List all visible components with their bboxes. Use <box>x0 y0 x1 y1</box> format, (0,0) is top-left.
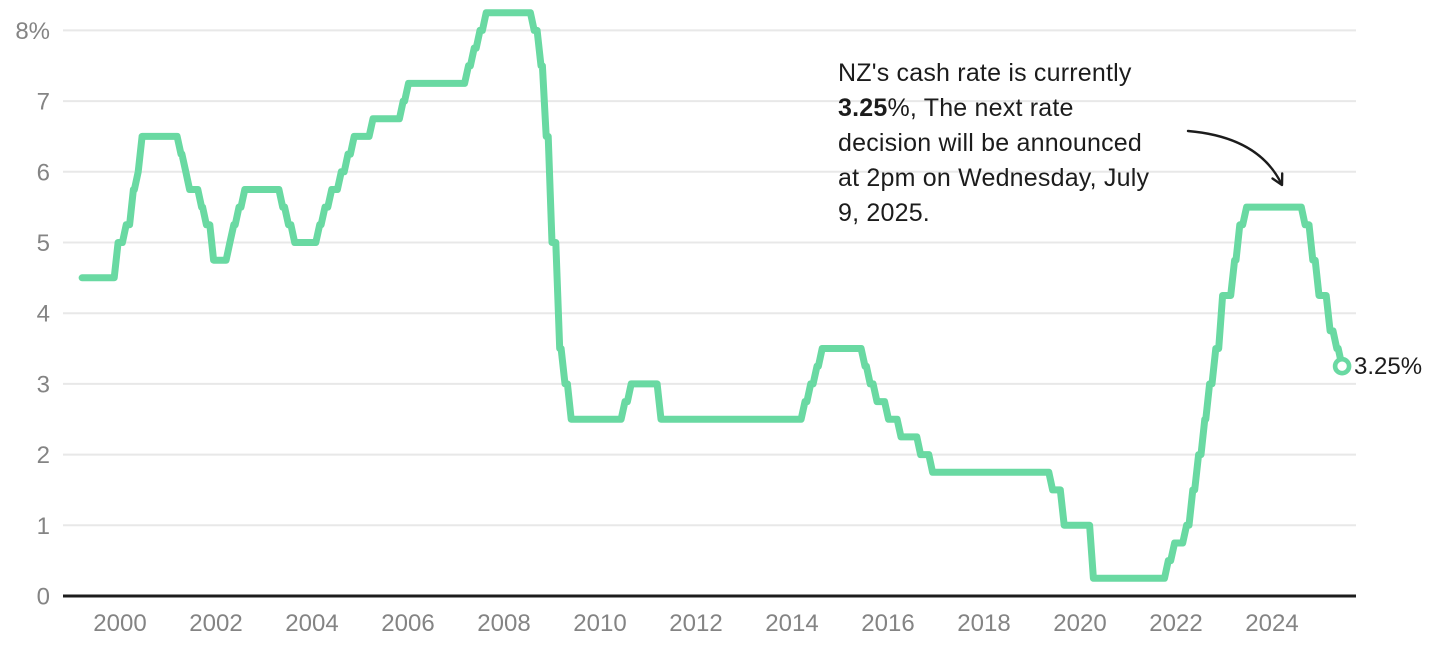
annotation-rate-bold: 3.25 <box>838 94 888 122</box>
y-tick-label: 1 <box>37 513 50 540</box>
x-tick-label: 2014 <box>765 610 818 637</box>
annotation-arrow <box>1186 129 1284 187</box>
annotation-line: 3.25%, The next rate <box>838 94 1074 122</box>
x-tick-label: 2024 <box>1245 610 1298 637</box>
x-tick-label: 2006 <box>381 610 434 637</box>
chart-generated-layer: 8% 7 6 5 4 3 2 1 0 2000 2002 2004 2006 2008 2010 2012 20… <box>15 9 1356 637</box>
y-tick-label: 5 <box>37 230 50 257</box>
annotation-line: decision will be announced <box>838 129 1143 157</box>
x-tick-label: 2020 <box>1053 610 1106 637</box>
x-tick-label: 2022 <box>1149 610 1202 637</box>
y-tick-label: 6 <box>37 159 50 186</box>
y-tick-label: 7 <box>37 89 50 116</box>
y-tick-label: 3 <box>37 371 50 398</box>
rate-annotation: NZ's cash rate is currently 3.25%, The n… <box>838 56 1218 231</box>
x-tick-label: 2012 <box>669 610 722 637</box>
annotation-arrow-shaft <box>1186 129 1283 185</box>
current-rate-label: 3.25% <box>1354 353 1423 380</box>
x-tick-label: 2008 <box>477 610 530 637</box>
y-tick-label: 8% <box>15 18 50 45</box>
x-tick-label: 2000 <box>93 610 146 637</box>
x-tick-label: 2004 <box>285 610 338 637</box>
annotation-arrow-head <box>1271 172 1284 187</box>
x-tick-label: 2016 <box>861 610 914 637</box>
end-marker <box>1332 356 1352 376</box>
x-tick-label: 2018 <box>957 610 1010 637</box>
annotation-line: NZ's cash rate is currently <box>838 59 1132 87</box>
y-tick-label: 4 <box>37 301 50 328</box>
x-tick-label: 2010 <box>573 610 626 637</box>
x-tick-label: 2002 <box>189 610 242 637</box>
annotation-line: 9, 2025. <box>838 199 930 227</box>
y-tick-label: 2 <box>37 442 50 469</box>
rate-line <box>78 9 1346 582</box>
annotation-line: at 2pm on Wednesday, July <box>838 164 1150 192</box>
y-tick-label: 0 <box>37 584 50 611</box>
